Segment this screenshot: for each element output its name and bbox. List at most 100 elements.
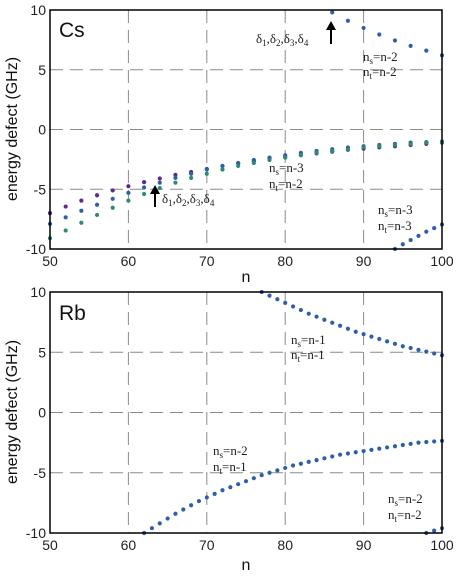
data-point — [408, 141, 413, 146]
rb-annotation-ns-n-2-nt-n-2: ns=n-2 nt=n-2 — [388, 491, 423, 524]
delta-sub: 4 — [304, 38, 309, 48]
data-point — [243, 479, 249, 484]
data-point — [126, 198, 131, 203]
data-point — [400, 442, 405, 448]
svg-text:nt=n-2: nt=n-2 — [269, 176, 303, 193]
rb-grid — [50, 292, 442, 533]
data-point — [141, 191, 147, 197]
data-point — [157, 185, 162, 191]
data-point — [424, 48, 429, 53]
data-point — [408, 237, 413, 243]
data-point — [345, 326, 351, 331]
data-point — [377, 32, 382, 37]
data-point — [432, 439, 437, 444]
data-point — [400, 344, 405, 349]
svg-text:ns=n-2: ns=n-2 — [213, 443, 248, 460]
x-tick-label: 60 — [121, 537, 137, 553]
svg-text:nt=n-2: nt=n-2 — [363, 64, 397, 81]
x-tick-label: 50 — [42, 537, 58, 553]
data-point — [165, 516, 170, 521]
x-tick-label: 100 — [430, 253, 454, 269]
data-point — [408, 43, 413, 48]
data-point — [330, 148, 335, 154]
data-point — [173, 511, 178, 516]
data-point — [314, 314, 319, 319]
data-point — [141, 179, 147, 185]
data-point — [251, 160, 256, 166]
x-tick-label: 90 — [356, 537, 372, 553]
x-tick-label: 60 — [121, 253, 137, 269]
x-tick-label: 80 — [277, 537, 293, 553]
data-point — [322, 317, 327, 322]
y-tick-label: 10 — [30, 284, 46, 300]
x-tick-label: 50 — [42, 253, 58, 269]
data-point — [330, 320, 335, 325]
data-point — [173, 175, 178, 180]
data-point — [228, 485, 233, 490]
data-point — [110, 188, 115, 193]
cs-grid — [50, 10, 442, 249]
data-point — [432, 528, 437, 533]
data-point — [94, 193, 100, 198]
data-point — [290, 463, 296, 468]
cs-y-axis-title: energy defect (GHz) — [4, 57, 21, 201]
data-point — [220, 167, 225, 172]
y-tick-label: -10 — [26, 525, 46, 541]
cs-data-points — [47, 10, 445, 252]
data-point — [385, 339, 390, 344]
data-point — [181, 507, 186, 512]
rb-x-axis-title: n — [242, 557, 251, 574]
data-point — [267, 470, 272, 475]
data-point — [275, 297, 280, 302]
y-tick-label: -5 — [34, 181, 47, 197]
data-point — [306, 459, 311, 465]
data-point — [79, 220, 84, 225]
data-point — [63, 215, 68, 220]
data-point — [416, 347, 421, 352]
svg-text:nt=n-1: nt=n-1 — [291, 347, 325, 364]
svg-text:δ1,δ2,δ3,δ4: δ1,δ2,δ3,δ4 — [162, 191, 215, 208]
data-point — [353, 329, 358, 334]
delta-symbol: ,δ — [294, 31, 303, 46]
data-point — [189, 503, 194, 508]
data-point — [251, 476, 256, 481]
data-point — [220, 488, 225, 493]
svg-text:ns=n-3: ns=n-3 — [269, 160, 304, 177]
rb-data-points — [141, 289, 445, 536]
data-point — [157, 521, 162, 526]
data-point — [377, 336, 382, 342]
data-point — [267, 293, 272, 298]
data-point — [314, 150, 319, 155]
rb-annotation-ns-n-2-nt-n-1: ns=n-2 nt=n-1 — [213, 443, 248, 476]
data-point — [345, 147, 351, 152]
svg-text:δ1,δ2,δ3,δ4: δ1,δ2,δ3,δ4 — [256, 31, 309, 48]
x-tick-label: 90 — [356, 253, 372, 269]
data-point — [392, 142, 398, 148]
data-point — [173, 180, 178, 185]
x-tick-label: 80 — [277, 253, 293, 269]
data-point — [204, 171, 209, 176]
y-tick-label: -10 — [26, 241, 46, 257]
data-point — [94, 212, 100, 218]
data-point — [110, 205, 115, 210]
cs-plot-frame — [49, 9, 443, 250]
up-arrow-icon — [326, 21, 336, 44]
data-point — [298, 307, 303, 313]
data-point — [361, 332, 366, 337]
svg-text:nt=n-3: nt=n-3 — [378, 218, 412, 235]
data-point — [361, 448, 366, 454]
data-point — [259, 473, 264, 478]
data-point — [157, 180, 162, 185]
cs-annotation-delta-lower: δ1,δ2,δ3,δ4 — [150, 185, 215, 208]
data-point — [392, 341, 398, 346]
data-point — [196, 498, 202, 504]
data-point — [392, 38, 398, 43]
rb-y-axis-title: energy defect (GHz) — [4, 340, 21, 484]
rb-panel-label: Rb — [59, 302, 86, 325]
data-point — [94, 202, 100, 207]
data-point — [79, 208, 84, 213]
y-tick-label: 5 — [38, 344, 46, 360]
data-point — [306, 311, 311, 316]
data-point — [220, 163, 225, 169]
